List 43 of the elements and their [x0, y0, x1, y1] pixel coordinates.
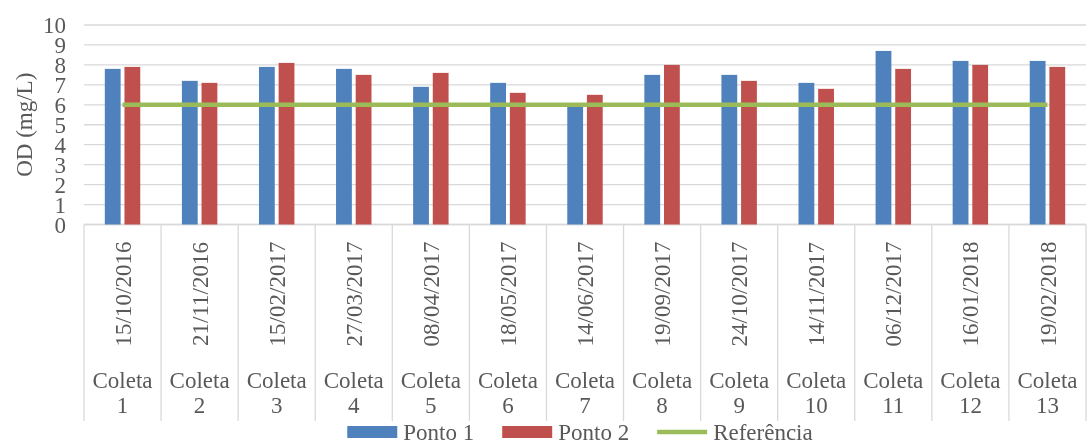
x-tick-label: 27/03/2017 Coleta 4: [323, 241, 384, 418]
bar: [798, 82, 815, 225]
x-tick-label: 06/12/2017 Coleta 11: [863, 241, 924, 418]
legend-label: Referência: [713, 420, 813, 441]
bar: [509, 92, 526, 225]
x-tick-label: 15/02/2017 Coleta 3: [246, 241, 307, 418]
x-tick-label: 08/04/2017 Coleta 5: [400, 241, 461, 418]
bar: [895, 68, 912, 225]
bar: [952, 60, 969, 225]
bar: [567, 106, 584, 225]
x-tick-label: 14/06/2017 Coleta 7: [554, 241, 616, 418]
x-tick-label: 21/11/2016 Coleta 2: [169, 242, 230, 418]
bar: [1049, 66, 1066, 225]
x-tick-label: 19/09/2017 Coleta 8: [632, 241, 693, 418]
bar: [258, 66, 275, 225]
x-tick-label: 24/10/2017 Coleta 9: [709, 241, 770, 418]
bar: [972, 64, 989, 225]
bar: [432, 72, 449, 225]
bar: [201, 82, 218, 225]
bar: [490, 82, 506, 225]
legend-label: Ponto 2: [558, 420, 630, 441]
x-tick-label: 14/11/2017 Coleta 10: [786, 242, 847, 418]
bar: [741, 80, 757, 225]
bar: [664, 64, 680, 225]
bar: [104, 68, 121, 225]
bar: [586, 94, 603, 225]
bar: [644, 74, 661, 225]
legend-label: Ponto 1: [403, 420, 475, 441]
bar: [1029, 60, 1046, 225]
bar: [413, 86, 429, 225]
bar: [875, 50, 892, 225]
bar: [336, 68, 352, 225]
x-tick-label: 18/05/2017 Coleta 6: [477, 241, 538, 418]
y-axis-title: OD (mg/L): [12, 72, 38, 177]
bar: [355, 74, 372, 225]
x-tick-label: 16/01/2018 Coleta 12: [940, 241, 1001, 418]
bar: [818, 88, 834, 225]
bar: [181, 80, 198, 225]
bar: [721, 74, 738, 225]
x-tick-label: 19/02/2018 Coleta 13: [1017, 241, 1078, 418]
x-tick-label: 15/10/2016 Coleta 1: [92, 241, 153, 418]
bar: [278, 62, 295, 225]
bar: [124, 66, 141, 225]
